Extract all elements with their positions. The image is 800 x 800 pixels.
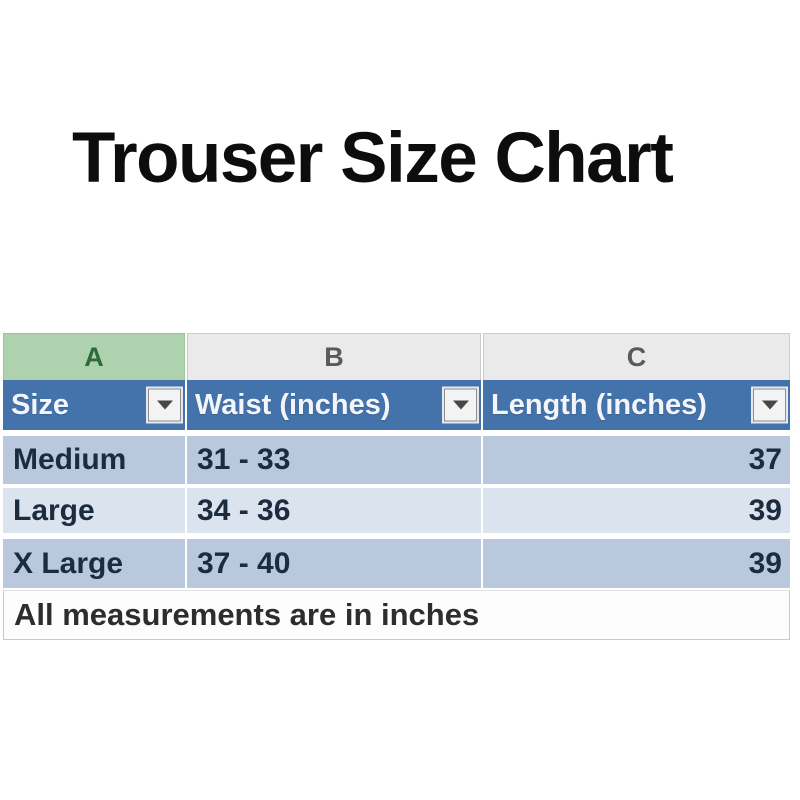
cell-length-x-large[interactable]: 39 — [483, 539, 790, 588]
filter-dropdown-arrow-icon — [156, 400, 173, 410]
cell-length-medium[interactable]: 37 — [483, 436, 790, 484]
header-cell-size[interactable]: Size — [3, 380, 185, 430]
header-label-waist: Waist (inches) — [195, 388, 391, 421]
header-label-length: Length (inches) — [491, 388, 707, 421]
table-row-large: Large 34 - 36 39 — [3, 488, 790, 533]
filter-dropdown-arrow-icon — [761, 400, 778, 410]
cell-size-large[interactable]: Large — [3, 488, 185, 533]
column-letters-row: A B C — [3, 333, 790, 380]
filter-dropdown-button-length[interactable] — [753, 388, 786, 422]
footer-note-cell[interactable]: All measurements are in inches — [3, 590, 790, 640]
spreadsheet: A B C Size Waist (inches) Length (inches… — [3, 333, 790, 640]
filter-dropdown-button-size[interactable] — [148, 388, 181, 422]
filter-dropdown-button-waist[interactable] — [444, 388, 477, 422]
column-header-c[interactable]: C — [483, 333, 790, 380]
filter-dropdown-arrow-icon — [452, 400, 469, 410]
page-title: Trouser Size Chart — [72, 119, 674, 198]
header-label-size: Size — [11, 388, 70, 421]
column-header-a[interactable]: A — [3, 333, 185, 380]
footer-note-text: All measurements are in inches — [14, 597, 480, 632]
cell-length-large[interactable]: 39 — [483, 488, 790, 533]
cell-waist-large[interactable]: 34 - 36 — [187, 488, 481, 533]
cell-size-x-large[interactable]: X Large — [3, 539, 185, 588]
column-header-b[interactable]: B — [187, 333, 481, 380]
header-cell-waist[interactable]: Waist (inches) — [187, 380, 481, 430]
table-row-x-large: X Large 37 - 40 39 — [3, 539, 790, 588]
table-row-medium: Medium 31 - 33 37 — [3, 436, 790, 484]
cell-waist-x-large[interactable]: 37 - 40 — [187, 539, 481, 588]
cell-waist-medium[interactable]: 31 - 33 — [187, 436, 481, 484]
cell-size-medium[interactable]: Medium — [3, 436, 185, 484]
table-header-row: Size Waist (inches) Length (inches) — [3, 380, 790, 430]
header-cell-length[interactable]: Length (inches) — [483, 380, 790, 430]
